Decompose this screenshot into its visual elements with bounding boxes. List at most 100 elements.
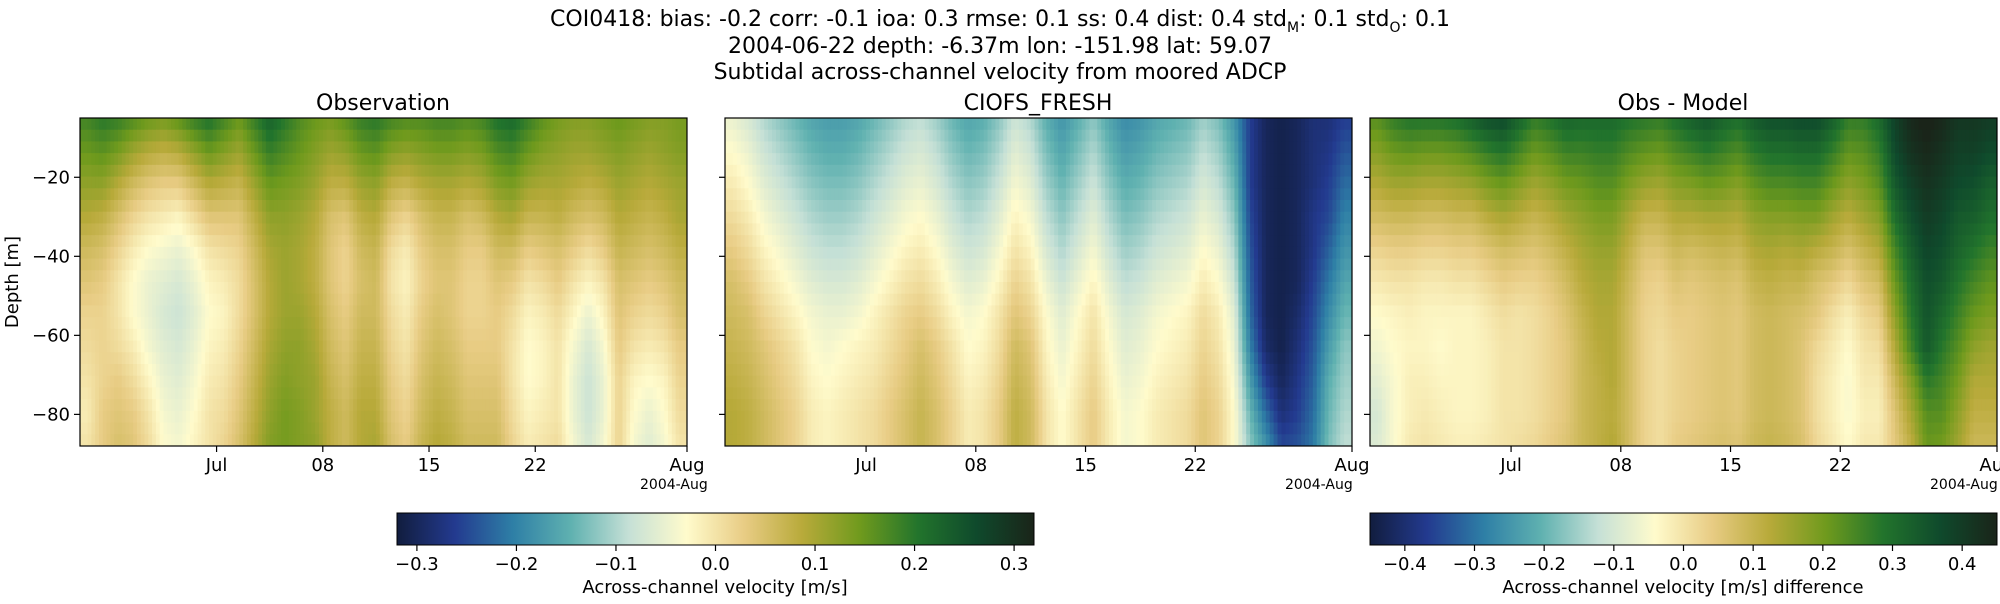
heatmap-cell [171,270,175,282]
heatmap-cell [566,188,570,200]
heatmap-cell [239,387,243,399]
heatmap-cell [440,282,444,294]
heatmap-cell [342,223,346,235]
heatmap-cell [220,387,224,399]
heatmap-cell [668,270,672,282]
heatmap-cell [482,282,486,294]
heatmap-cell [84,341,88,353]
heatmap-cell [475,270,479,282]
heatmap-cell [289,200,293,212]
heatmap-cell [645,165,649,177]
heatmap-cell [292,259,296,271]
heatmap-cell [456,423,460,435]
heatmap-cell [110,305,114,317]
heatmap-cell [114,153,118,165]
heatmap-cell [198,200,202,212]
heatmap-cell [410,259,414,271]
heatmap-cell [296,130,300,142]
heatmap-cell [217,341,221,353]
heatmap-cell [156,247,160,259]
heatmap-cell [440,423,444,435]
heatmap-cell [88,399,92,411]
heatmap-cell [456,294,460,306]
heatmap-cell [641,434,645,446]
heatmap-cell [182,247,186,259]
heatmap-cell [471,411,475,423]
heatmap-cell [660,341,664,353]
heatmap-cell [346,423,350,435]
heatmap-cell [171,364,175,376]
heatmap-cell [1066,118,1071,130]
heatmap-cell [273,141,277,153]
heatmap-cell [304,165,308,177]
heatmap-cell [988,130,993,142]
heatmap-cell [304,341,308,353]
heatmap-cell [459,376,463,388]
heatmap-cell [505,282,509,294]
heatmap-cell [126,141,130,153]
heatmap-cell [391,329,395,341]
heatmap-cell [1121,118,1126,130]
heatmap-cell [471,399,475,411]
heatmap-cell [512,294,516,306]
heatmap-cell [266,165,270,177]
heatmap-cell [475,212,479,224]
heatmap-cell [562,364,566,376]
heatmap-cell [300,282,304,294]
heatmap-cell [141,423,145,435]
heatmap-cell [167,341,171,353]
heatmap-cell [463,317,467,329]
heatmap-cell [152,259,156,271]
heatmap-cell [1317,130,1322,142]
heatmap-cell [410,200,414,212]
heatmap-cell [528,212,532,224]
heatmap-cell [217,399,221,411]
heatmap-cell [539,247,543,259]
heatmap-cell [543,141,547,153]
heatmap-cell [1168,118,1173,130]
heatmap-cell [729,130,734,142]
heatmap-cell [607,200,611,212]
heatmap-cell [1007,118,1012,130]
heatmap-cell [607,247,611,259]
heatmap-cell [539,130,543,142]
heatmap-cell [1144,141,1149,153]
heatmap-cell [471,341,475,353]
heatmap-cell [668,364,672,376]
heatmap-cell [588,130,592,142]
heatmap-cell [554,200,558,212]
heatmap-cell [311,270,315,282]
heatmap-cell [588,165,592,177]
heatmap-cell [429,153,433,165]
heatmap-cell [425,352,429,364]
heatmap-cell [277,200,281,212]
heatmap-cell [327,223,331,235]
heatmap-cell [285,434,289,446]
heatmap-cell [630,270,634,282]
heatmap-cell [152,247,156,259]
heatmap-cell [471,212,475,224]
heatmap-cell [626,341,630,353]
heatmap-cell [429,399,433,411]
heatmap-cell [91,223,95,235]
heatmap-cell [91,387,95,399]
heatmap-cell [129,165,133,177]
heatmap-cell [198,130,202,142]
heatmap-cell [152,294,156,306]
heatmap-cell [194,411,198,423]
heatmap-cell [1121,141,1126,153]
heatmap-cell [243,177,247,189]
heatmap-cell [626,434,630,446]
heatmap-cell [84,153,88,165]
heatmap-cell [862,118,867,130]
heatmap-cell [270,282,274,294]
heatmap-cell [1250,118,1255,130]
heatmap-cell [505,235,509,247]
heatmap-cell [566,329,570,341]
heatmap-cell [353,423,357,435]
heatmap-cell [296,341,300,353]
heatmap-cell [645,317,649,329]
heatmap-cell [501,141,505,153]
heatmap-cell [649,177,653,189]
heatmap-cell [410,352,414,364]
